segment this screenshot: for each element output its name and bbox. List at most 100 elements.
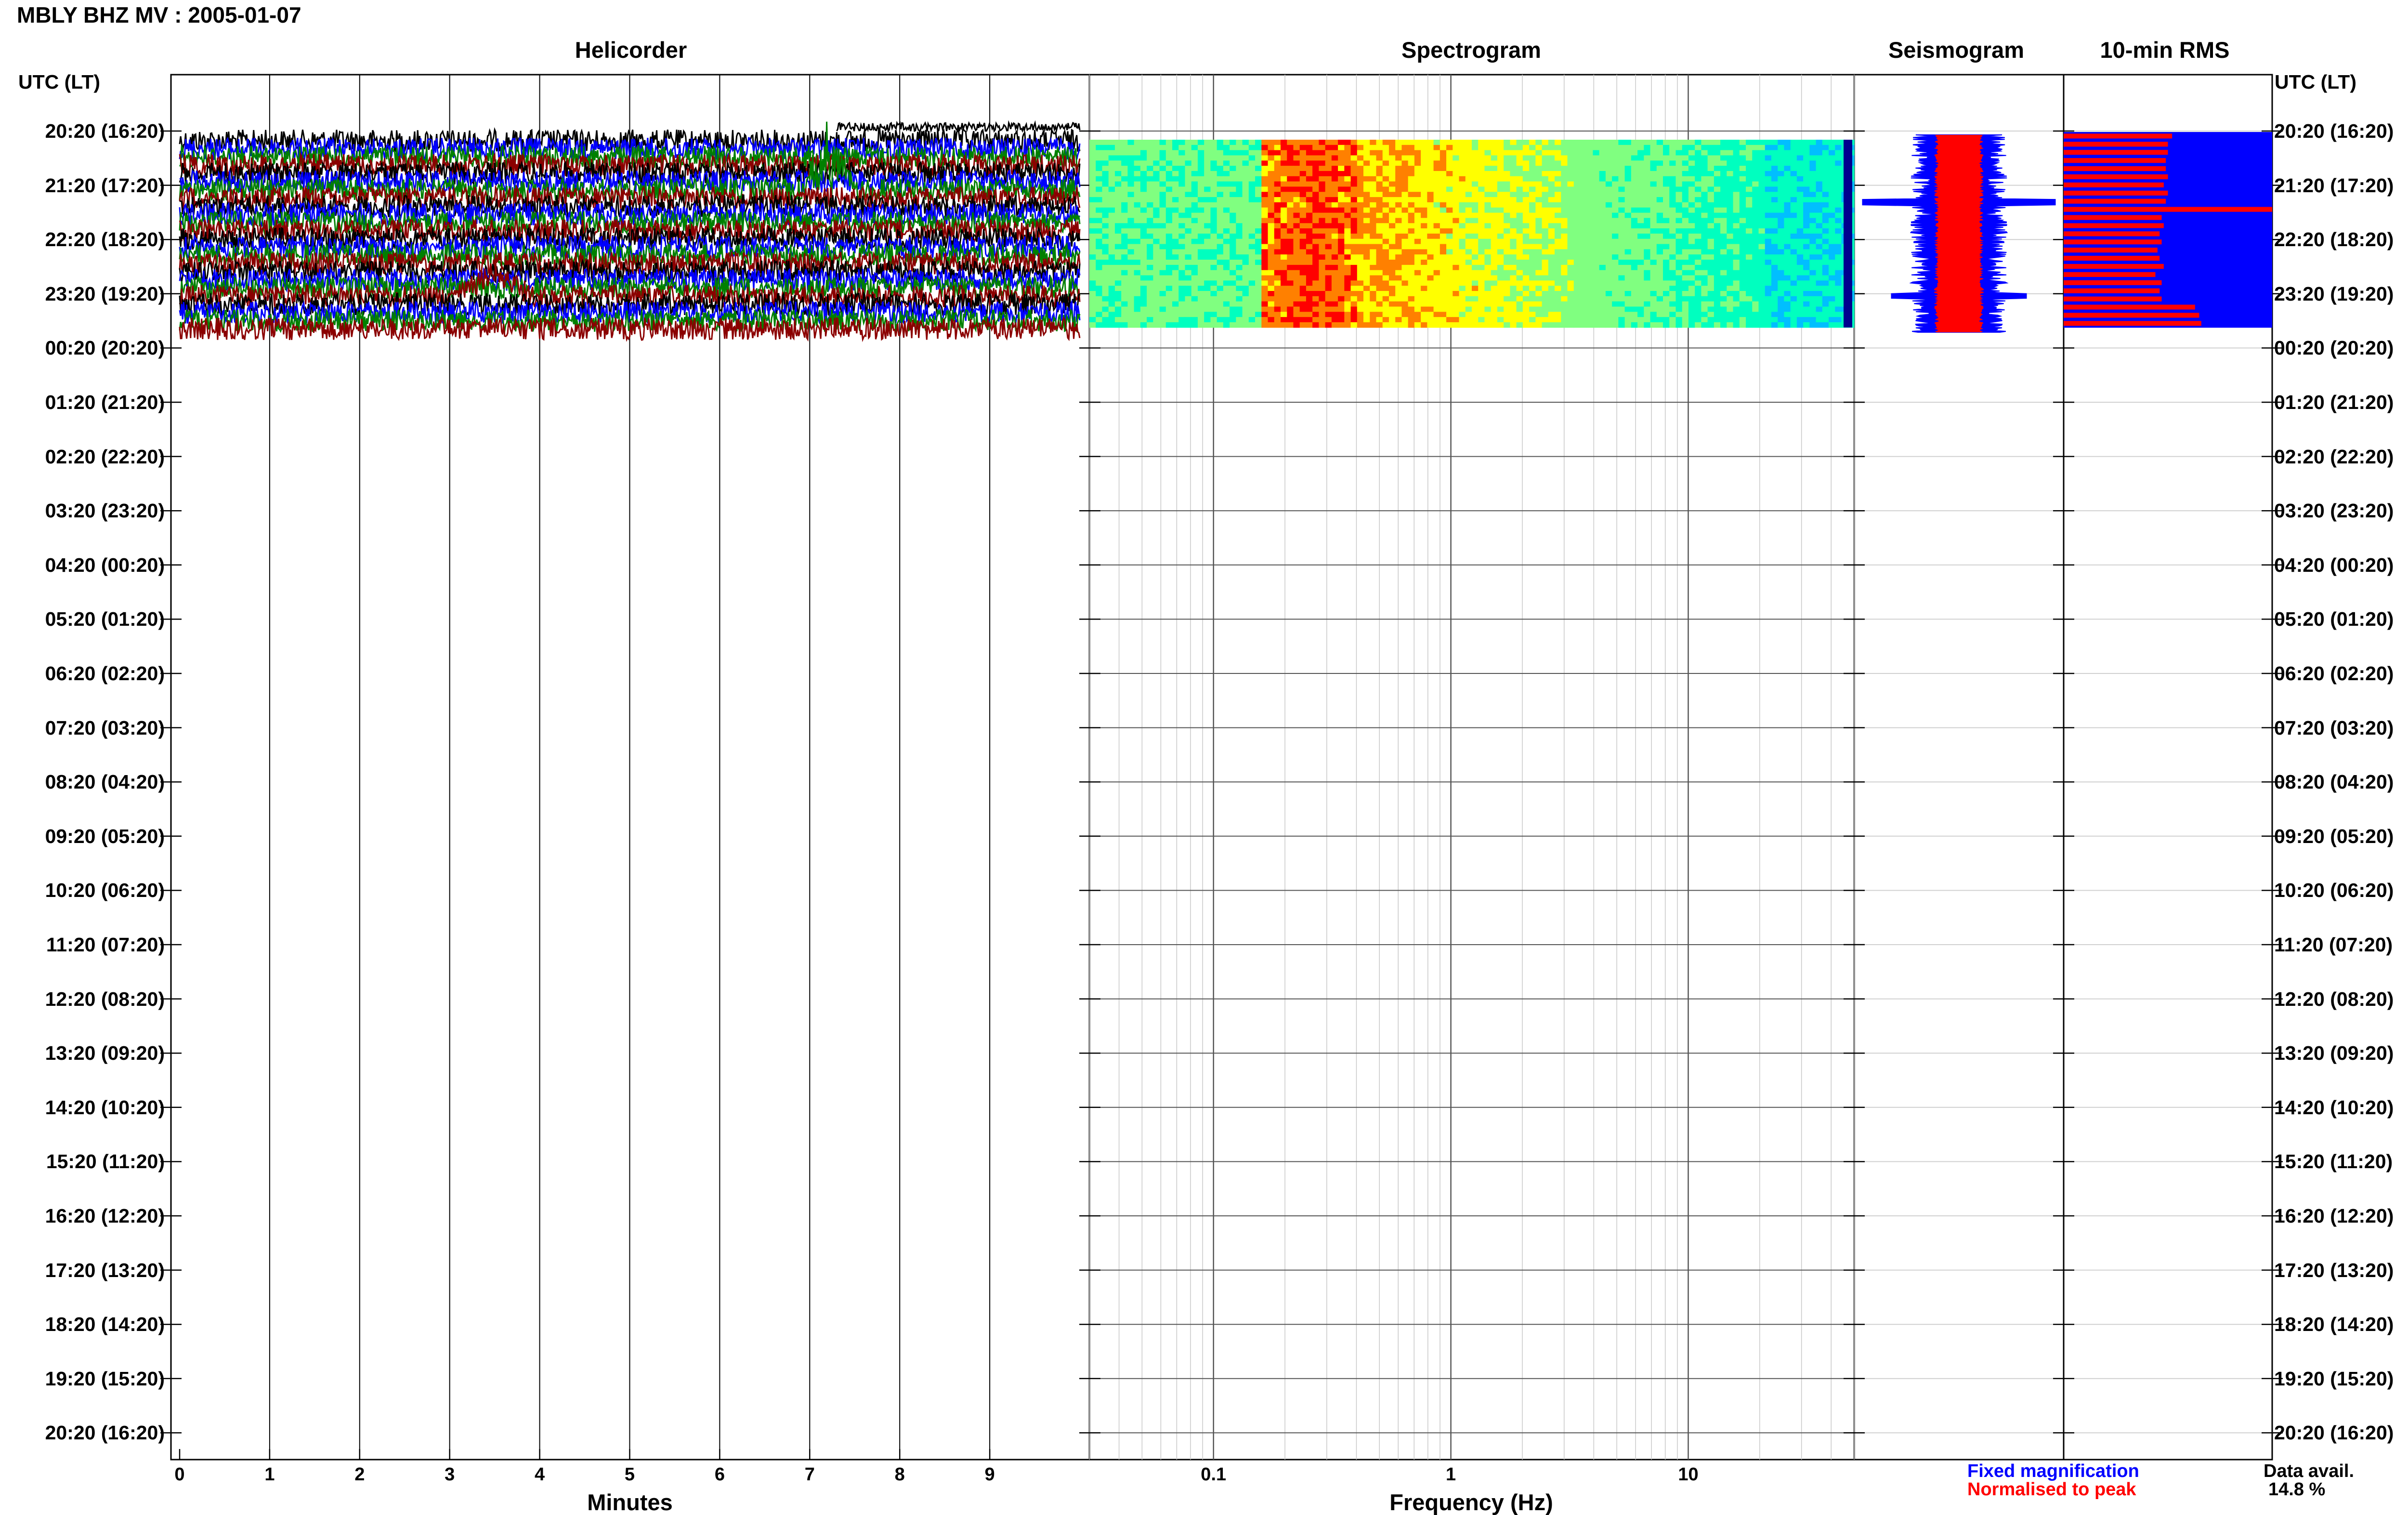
spectrogram-cell xyxy=(1522,186,1530,192)
spectrogram-cell xyxy=(1172,166,1179,171)
spectrogram-cell xyxy=(1325,171,1332,177)
spectrogram-cell xyxy=(1204,145,1211,151)
spectrogram-cell xyxy=(1529,150,1536,156)
spectrogram-cell xyxy=(1178,150,1186,156)
spectrogram-cell xyxy=(1172,140,1179,145)
spectrogram-cell xyxy=(1370,260,1377,265)
spectrogram-cell xyxy=(1675,166,1683,171)
spectrogram-cell xyxy=(1210,322,1217,328)
spectrogram-cell xyxy=(1829,322,1835,328)
spectrogram-cell xyxy=(1414,260,1421,265)
spectrogram-cell xyxy=(1293,218,1300,224)
spectrogram-cell xyxy=(1230,197,1236,203)
spectrogram-cell xyxy=(1491,171,1498,177)
spectrogram-cell xyxy=(1701,312,1708,317)
spectrogram-cell xyxy=(1102,238,1109,245)
spectrogram-cell xyxy=(1733,254,1740,260)
spectrogram-cell xyxy=(1287,218,1294,224)
spectrogram-cell xyxy=(1453,171,1460,177)
spectrogram-cell xyxy=(1287,312,1294,317)
spectrogram-cell xyxy=(1395,254,1402,260)
spectrogram-cell xyxy=(1147,270,1153,276)
spectrogram-cell xyxy=(1631,317,1638,323)
spectrogram-cell xyxy=(1809,291,1817,297)
spectrogram-cell xyxy=(1701,207,1708,213)
helicorder-x-tick: 5 xyxy=(624,1464,635,1485)
spectrogram-cell xyxy=(1803,181,1810,187)
spectrogram-cell xyxy=(1497,186,1504,192)
spectrogram-cell xyxy=(1453,228,1460,234)
spectrogram-cell xyxy=(1624,218,1632,224)
spectrogram-cell xyxy=(1319,291,1326,297)
spectrogram-cell xyxy=(1491,264,1498,271)
spectrogram-cell xyxy=(1669,218,1676,224)
spectrogram-cell xyxy=(1299,260,1307,265)
spectrogram-cell xyxy=(1153,228,1160,234)
spectrogram-cell xyxy=(1714,171,1721,177)
spectrogram-cell xyxy=(1453,322,1460,328)
spectrogram-cell xyxy=(1165,306,1173,312)
spectrogram-cell xyxy=(1319,244,1326,250)
spectrogram-cell xyxy=(1236,322,1243,328)
spectrogram-cell xyxy=(1548,223,1555,229)
spectrogram-cell xyxy=(1127,140,1135,145)
spectrogram-cell xyxy=(1388,322,1396,328)
spectrogram-cell xyxy=(1440,254,1447,260)
spectrogram-x-label: Frequency (Hz) xyxy=(1389,1489,1553,1515)
spectrogram-cell xyxy=(1350,202,1358,208)
left-time-tick: 20:20 (16:20) xyxy=(45,1422,165,1444)
spectrogram-cell xyxy=(1573,291,1581,297)
spectrogram-cell xyxy=(1535,275,1543,281)
spectrogram-cell xyxy=(1312,192,1319,198)
spectrogram-cell xyxy=(1210,160,1217,166)
spectrogram-cell xyxy=(1593,197,1600,203)
spectrogram-cell xyxy=(1733,171,1740,177)
spectrogram-cell xyxy=(1465,296,1472,302)
spectrogram-cell xyxy=(1573,160,1581,166)
spectrogram-cell xyxy=(1624,254,1632,260)
spectrogram-cell xyxy=(1287,238,1294,245)
spectrogram-cell xyxy=(1548,218,1555,224)
spectrogram-cell xyxy=(1261,249,1269,255)
spectrogram-cell xyxy=(1388,249,1396,255)
rms-bar-normalised xyxy=(2064,158,2166,163)
spectrogram-cell xyxy=(1669,176,1676,182)
spectrogram-cell xyxy=(1401,301,1409,307)
spectrogram-cell xyxy=(1472,254,1479,260)
spectrogram-cell xyxy=(1535,228,1543,234)
spectrogram-cell xyxy=(1535,233,1543,239)
spectrogram-cell xyxy=(1453,202,1460,208)
spectrogram-cell xyxy=(1312,218,1319,224)
spectrogram-cell xyxy=(1165,202,1173,208)
spectrogram-cell xyxy=(1752,197,1759,203)
spectrogram-cell xyxy=(1147,254,1153,260)
spectrogram-cell xyxy=(1255,228,1262,234)
spectrogram-cell xyxy=(1102,186,1109,192)
spectrogram-cell xyxy=(1701,186,1708,192)
spectrogram-cell xyxy=(1803,197,1810,203)
spectrogram-cell xyxy=(1223,192,1230,198)
spectrogram-cell xyxy=(1153,233,1160,239)
spectrogram-cell xyxy=(1605,197,1612,203)
spectrogram-cell xyxy=(1624,291,1632,297)
spectrogram-cell xyxy=(1446,275,1453,281)
spectrogram-cell xyxy=(1395,181,1402,187)
spectrogram-cell xyxy=(1484,291,1492,297)
spectrogram-cell xyxy=(1172,301,1179,307)
spectrogram-cell xyxy=(1593,317,1600,323)
spectrogram-cell xyxy=(1631,291,1638,297)
spectrogram-cell xyxy=(1522,270,1530,276)
spectrogram-cell xyxy=(1796,181,1804,187)
spectrogram-cell xyxy=(1121,291,1128,297)
spectrogram-cell xyxy=(1561,244,1568,250)
spectrogram-cell xyxy=(1618,275,1625,281)
spectrogram-cell xyxy=(1612,166,1619,171)
spectrogram-cell xyxy=(1446,150,1453,156)
spectrogram-cell xyxy=(1344,197,1351,203)
spectrogram-cell xyxy=(1287,291,1294,297)
spectrogram-cell xyxy=(1459,254,1466,260)
spectrogram-cell xyxy=(1261,317,1269,323)
spectrogram-cell xyxy=(1472,223,1479,229)
spectrogram-cell xyxy=(1281,260,1287,265)
spectrogram-cell xyxy=(1707,202,1714,208)
